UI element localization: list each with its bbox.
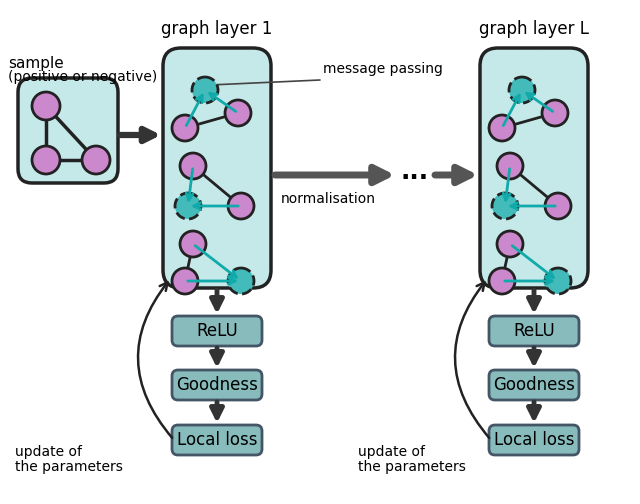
Circle shape	[545, 268, 571, 294]
Text: graph layer L: graph layer L	[479, 20, 589, 38]
FancyBboxPatch shape	[489, 425, 579, 455]
Circle shape	[192, 77, 218, 103]
Text: the parameters: the parameters	[15, 460, 123, 474]
Circle shape	[175, 193, 201, 219]
Circle shape	[225, 100, 251, 126]
Text: sample: sample	[8, 56, 64, 71]
Text: graph layer 1: graph layer 1	[161, 20, 273, 38]
Text: Goodness: Goodness	[176, 376, 258, 394]
Circle shape	[509, 77, 535, 103]
Text: ReLU: ReLU	[196, 322, 238, 340]
FancyBboxPatch shape	[172, 316, 262, 346]
Text: update of: update of	[15, 445, 82, 459]
FancyBboxPatch shape	[489, 370, 579, 400]
Circle shape	[180, 153, 206, 179]
Text: (positive or negative): (positive or negative)	[8, 70, 157, 84]
Text: the parameters: the parameters	[358, 460, 466, 474]
FancyBboxPatch shape	[163, 48, 271, 288]
Circle shape	[32, 146, 60, 174]
Circle shape	[492, 193, 518, 219]
Text: ReLU: ReLU	[513, 322, 555, 340]
FancyBboxPatch shape	[480, 48, 588, 288]
FancyBboxPatch shape	[172, 370, 262, 400]
FancyBboxPatch shape	[489, 316, 579, 346]
Circle shape	[489, 268, 515, 294]
FancyBboxPatch shape	[172, 425, 262, 455]
Circle shape	[180, 231, 206, 257]
Circle shape	[542, 100, 568, 126]
Text: ...: ...	[401, 160, 429, 184]
Circle shape	[228, 193, 254, 219]
Circle shape	[545, 193, 571, 219]
Circle shape	[82, 146, 110, 174]
Circle shape	[489, 115, 515, 141]
Circle shape	[228, 268, 254, 294]
Text: normalisation: normalisation	[281, 192, 376, 206]
Text: Local loss: Local loss	[493, 431, 574, 449]
Text: Local loss: Local loss	[177, 431, 257, 449]
Text: Goodness: Goodness	[493, 376, 575, 394]
Circle shape	[172, 115, 198, 141]
Circle shape	[497, 231, 523, 257]
Circle shape	[172, 268, 198, 294]
Text: update of: update of	[358, 445, 425, 459]
Circle shape	[497, 153, 523, 179]
Circle shape	[32, 92, 60, 120]
Text: message passing: message passing	[323, 62, 443, 76]
FancyBboxPatch shape	[18, 78, 118, 183]
